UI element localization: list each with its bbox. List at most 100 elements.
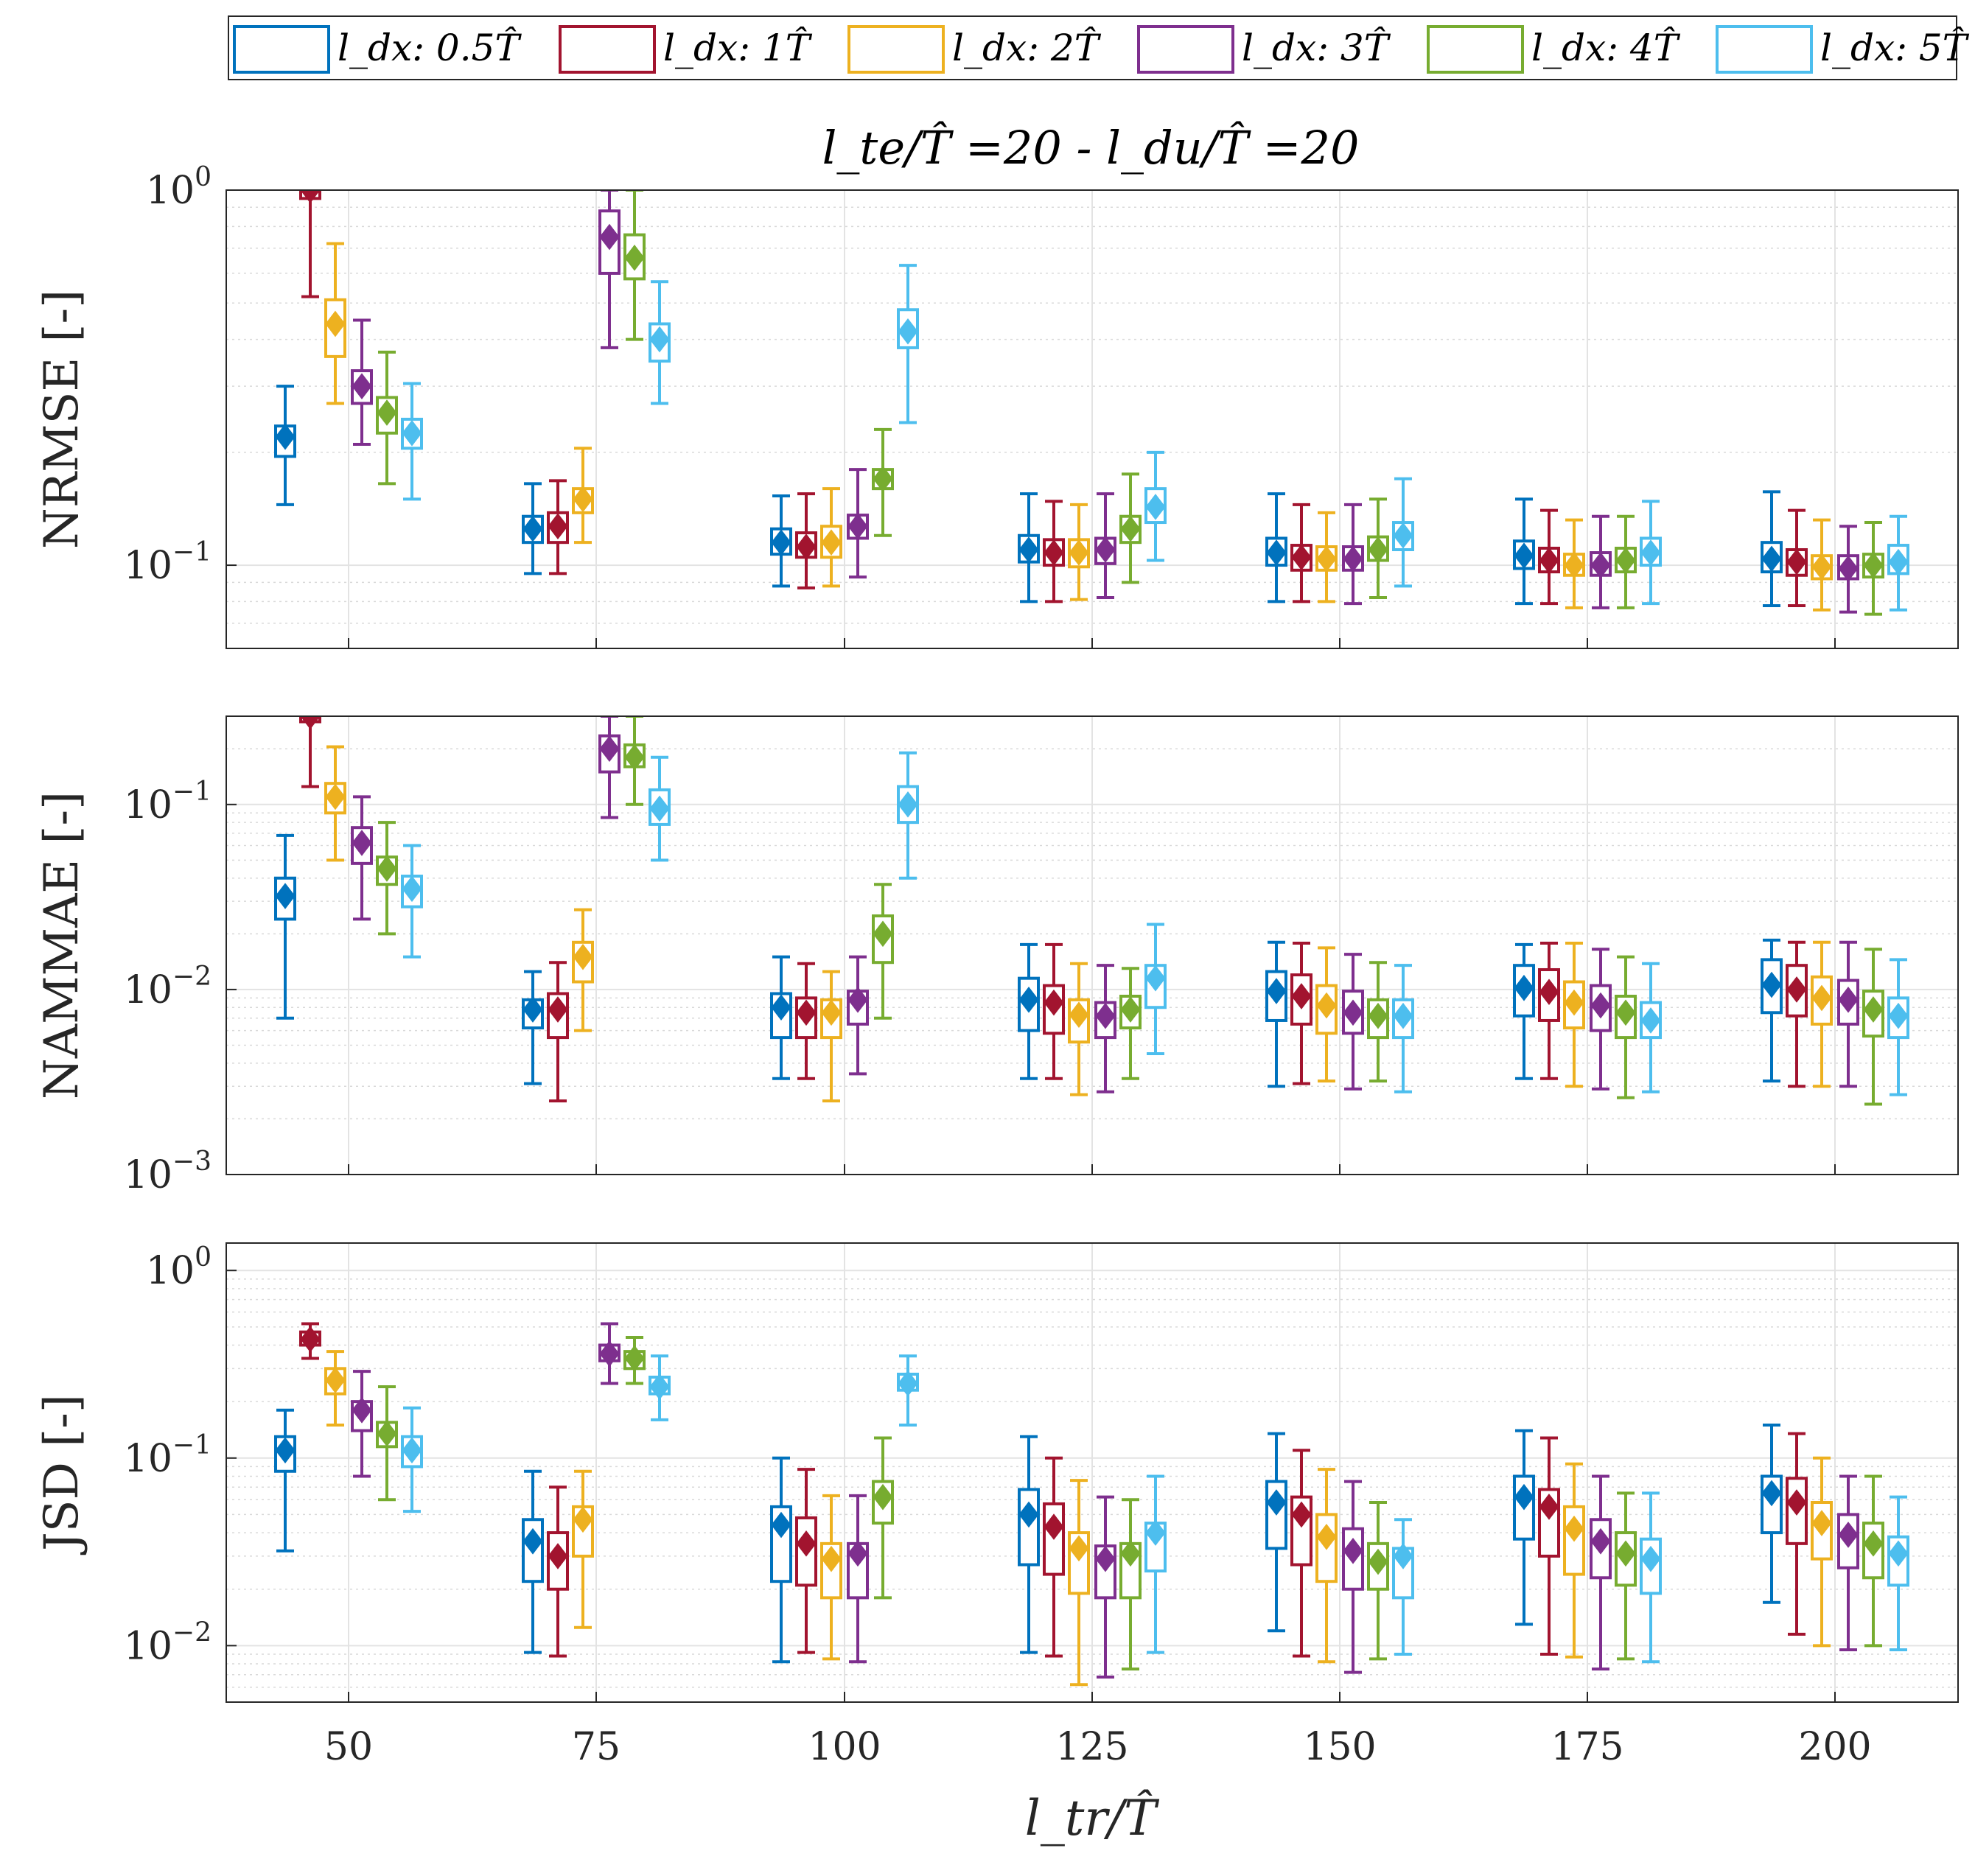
- median-marker: [1266, 978, 1287, 1004]
- box-jsd-3-6: [1837, 1474, 1859, 1652]
- box-nammae-0-1: [522, 970, 544, 1085]
- box-nammae-1-2: [795, 962, 817, 1080]
- box-nammae-3-5: [1590, 948, 1612, 1091]
- median-marker: [522, 996, 543, 1023]
- box-jsd-4-6: [1862, 1474, 1884, 1648]
- median-marker: [1393, 522, 1413, 549]
- box-nammae-4-5: [1615, 955, 1637, 1099]
- legend-label-5: l_dx: 5T̂: [1820, 26, 1970, 69]
- box-jsd-5-0: [401, 1406, 423, 1513]
- figure-title: l_te/T̂ =20 - l_du/T̂ =20: [822, 121, 1360, 175]
- jsd-panel: 100 10−1 10−2 50 75 100 125 150 175 200 JSD [-]: [35, 1242, 1959, 1769]
- median-marker: [1266, 1489, 1287, 1516]
- box-jsd-5-4: [1392, 1518, 1414, 1656]
- median-marker: [573, 486, 593, 513]
- median-marker: [771, 1511, 791, 1539]
- box-jsd-0-0: [274, 1408, 296, 1553]
- box-nrmse-1-5: [1538, 508, 1560, 606]
- median-marker: [624, 1345, 645, 1372]
- box-nrmse-2-0: [324, 242, 346, 405]
- median-marker: [1044, 989, 1064, 1016]
- box-jsd-5-3: [1144, 1474, 1167, 1654]
- legend-label-4: l_dx: 4T̂: [1531, 26, 1681, 69]
- box-nrmse-1-3: [1043, 500, 1065, 603]
- box-nammae-3-4: [1342, 953, 1364, 1091]
- box-jsd-2-0: [324, 1350, 346, 1427]
- box-nammae-4-6: [1862, 948, 1884, 1106]
- median-marker: [1145, 965, 1166, 992]
- median-marker: [649, 326, 670, 353]
- box-nammae-2-6: [1811, 940, 1833, 1088]
- median-marker: [1615, 547, 1636, 574]
- median-marker: [275, 1437, 296, 1464]
- median-marker: [1863, 552, 1884, 578]
- box-nrmse-0-3: [1018, 492, 1040, 603]
- box-nrmse-3-1: [598, 190, 621, 349]
- box-jsd-2-2: [820, 1494, 842, 1661]
- median-marker: [548, 1543, 568, 1569]
- median-marker: [624, 245, 645, 271]
- median-marker: [548, 996, 568, 1023]
- median-marker: [1291, 544, 1312, 571]
- x-tick-label: 200: [1798, 1725, 1871, 1769]
- legend-swatch-0: [233, 25, 330, 74]
- box-nrmse-5-0: [401, 382, 423, 501]
- median-marker: [873, 1483, 893, 1511]
- median-marker: [1590, 1527, 1611, 1555]
- median-marker: [1615, 999, 1636, 1026]
- y-tick-label: 10−2: [124, 962, 212, 1012]
- median-marker: [1044, 539, 1064, 566]
- median-marker: [377, 1420, 397, 1447]
- box-nrmse-5-6: [1887, 514, 1909, 612]
- y-tick-label: 100: [146, 162, 212, 213]
- median-marker: [847, 987, 868, 1013]
- median-marker: [522, 1527, 543, 1555]
- box-nammae-3-1: [598, 716, 621, 819]
- median-marker: [1145, 1519, 1166, 1546]
- box-nrmse-4-5: [1615, 514, 1637, 609]
- median-marker: [325, 783, 346, 811]
- box-nammae-5-6: [1887, 958, 1909, 1096]
- nammae-panel: 10−1 10−2 10−3 NAMMAE [-]: [35, 715, 1959, 1197]
- median-marker: [649, 795, 670, 822]
- box-nrmse-0-6: [1761, 490, 1783, 607]
- median-marker: [1095, 1002, 1116, 1029]
- x-tick-label: 125: [1055, 1725, 1128, 1769]
- box-nammae-1-4: [1290, 942, 1312, 1085]
- box-nammae-0-0: [274, 833, 296, 1020]
- box-jsd-1-5: [1538, 1436, 1560, 1656]
- box-jsd-1-2: [795, 1468, 817, 1654]
- median-marker: [548, 513, 568, 540]
- box-nrmse-3-4: [1342, 503, 1364, 606]
- median-marker: [771, 994, 791, 1021]
- box-jsd-0-5: [1513, 1429, 1535, 1626]
- median-marker: [1811, 1510, 1832, 1536]
- median-marker: [1316, 1523, 1337, 1550]
- median-marker: [1863, 996, 1884, 1023]
- box-nrmse-2-5: [1563, 518, 1585, 609]
- median-marker: [402, 875, 422, 903]
- box-nrmse-5-5: [1640, 500, 1662, 606]
- box-nammae-0-4: [1265, 940, 1287, 1088]
- median-marker: [402, 1437, 422, 1464]
- x-tick-label: 150: [1303, 1725, 1376, 1769]
- x-tick-label: 50: [324, 1725, 373, 1769]
- median-marker: [1316, 992, 1337, 1019]
- box-jsd-1-0: [299, 1322, 321, 1360]
- box-nrmse-3-2: [847, 468, 869, 579]
- box-nammae-4-2: [872, 883, 894, 1020]
- box-nammae-0-2: [770, 955, 792, 1080]
- median-marker: [573, 943, 593, 970]
- grid: [226, 190, 1958, 648]
- x-tick-label: 75: [572, 1725, 621, 1769]
- median-marker: [300, 716, 321, 729]
- median-marker: [1343, 1537, 1363, 1564]
- median-marker: [402, 419, 422, 447]
- box-nrmse-0-2: [770, 494, 792, 588]
- nrmse-panel: 100 10−1 NRMSE [-]: [35, 162, 1959, 649]
- box-nammae-3-0: [351, 795, 373, 921]
- box-nrmse-4-2: [872, 427, 894, 537]
- box-nrmse-3-5: [1590, 514, 1612, 609]
- legend-frame: [228, 15, 1957, 80]
- median-marker: [1838, 987, 1859, 1013]
